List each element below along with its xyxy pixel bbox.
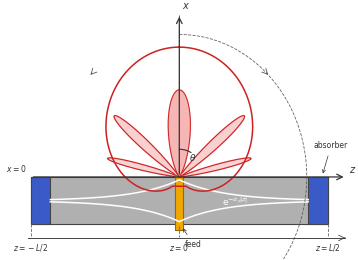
Bar (30, 177, 328, 224)
Bar (30, 177, 50, 224)
Bar (308, 177, 328, 224)
Text: feed: feed (183, 229, 202, 249)
Text: z: z (349, 165, 354, 174)
Polygon shape (168, 90, 190, 177)
Polygon shape (114, 115, 179, 177)
Text: $z = L/2$: $z = L/2$ (315, 242, 341, 253)
Bar (175, 177, 183, 230)
Text: $z = -L/2$: $z = -L/2$ (13, 242, 48, 253)
Text: $\mathrm{e}^{-\alpha_z|z|}$: $\mathrm{e}^{-\alpha_z|z|}$ (222, 195, 248, 208)
Polygon shape (179, 158, 251, 177)
Text: $z = 0$: $z = 0$ (169, 242, 189, 253)
Text: x: x (182, 1, 188, 11)
Polygon shape (107, 158, 179, 177)
Text: absorber: absorber (314, 141, 348, 173)
Text: $x = 0$: $x = 0$ (6, 163, 26, 174)
Text: $\theta$: $\theta$ (189, 152, 196, 163)
Polygon shape (179, 115, 245, 177)
